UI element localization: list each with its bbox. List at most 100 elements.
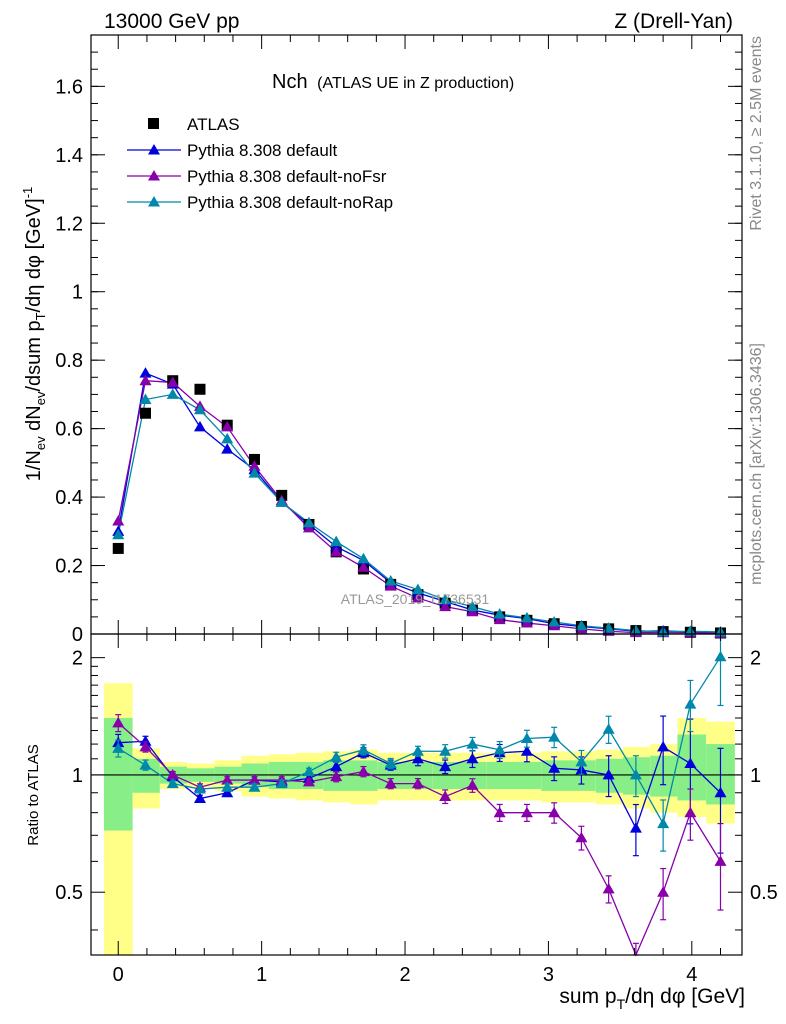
ratio-point-1	[302, 775, 315, 787]
data-point-mc-3	[384, 574, 397, 586]
main-y-tick-label: 0.4	[55, 487, 83, 509]
ratio-point-1	[657, 886, 670, 897]
data-point-atlas	[139, 407, 151, 419]
legend-label-2: Pythia 8.308 default-noFsr	[187, 167, 387, 186]
data-point-mc-3	[357, 552, 370, 564]
x-tick-label: 2	[399, 964, 410, 986]
ratio-y-tick-label-right: 0.5	[750, 882, 778, 904]
ratio-point-2	[439, 745, 452, 756]
ratio-point-0	[548, 762, 561, 773]
header-energy-label: 13000 GeV pp	[104, 10, 239, 33]
data-point-mc-3	[684, 625, 697, 636]
ratio-point-1	[221, 774, 234, 785]
data-point-mc-2	[166, 376, 179, 387]
data-point-mc-2	[357, 561, 370, 572]
data-point-mc-3	[302, 516, 315, 528]
ratio-point-1	[575, 831, 588, 843]
plot-title-main: Nch	[272, 71, 308, 93]
data-point-mc-3	[493, 608, 506, 619]
main-series-markers	[112, 367, 727, 639]
data-point-mc-1	[221, 443, 234, 454]
ratio-point-2	[548, 731, 561, 742]
data-point-atlas	[112, 542, 124, 554]
main-panel-axes: 0 0.2 0.4 0.6 0.8 1 1.2 1.4 1.6	[55, 34, 743, 646]
plot-subtitle: (ATLAS UE in Z production)	[317, 75, 514, 92]
data-point-mc-2	[112, 515, 125, 526]
data-point-mc-2	[439, 600, 452, 612]
x-tick-label: 3	[543, 964, 554, 986]
ratio-point-2	[714, 650, 727, 662]
data-point-atlas	[248, 453, 260, 465]
main-y-axis-label: 1/Nev dNev/dsum pT/dη dφ [GeV]-1	[20, 187, 48, 482]
ratio-y-tick-label: 1	[72, 765, 83, 787]
data-point-atlas	[194, 383, 206, 395]
data-point-mc-3	[629, 624, 642, 636]
main-y-tick-label: 0.2	[55, 556, 83, 578]
main-y-tick-label: 0	[72, 624, 83, 646]
legend-marker-2	[148, 170, 160, 181]
ratio-point-1	[714, 855, 727, 866]
data-point-mc-2	[493, 613, 506, 625]
legend-marker-atlas	[148, 118, 159, 129]
legend-marker-3	[148, 196, 160, 207]
band-green-bin	[650, 755, 678, 797]
main-y-tick-label: 1.6	[55, 76, 83, 98]
rivet-label: Rivet 3.1.10, ≥ 2.5M events	[748, 36, 765, 231]
ratio-point-0	[657, 740, 670, 752]
ratio-point-0	[684, 757, 697, 768]
data-point-mc-3	[411, 583, 424, 595]
ratio-point-2	[193, 783, 206, 794]
ratio-point-2	[602, 723, 615, 734]
ratio-point-2	[384, 757, 397, 768]
main-y-tick-label: 1.4	[55, 145, 83, 167]
ratio-y-axis-label: Ratio to ATLAS	[25, 744, 42, 845]
data-point-mc-3	[193, 403, 206, 415]
data-point-mc-3	[520, 611, 533, 623]
ratio-point-2	[221, 781, 234, 792]
main-y-tick-label: 1.2	[55, 213, 83, 235]
ratio-uncertainty-bands	[91, 683, 742, 955]
ratio-point-2	[411, 745, 424, 756]
ratio-panel-axes: 0.5 0.5 1 1 2 2 0 1 2 3 4	[55, 633, 778, 986]
ratio-point-0	[714, 786, 727, 798]
data-point-mc-1	[193, 420, 206, 432]
legend-label-0: ATLAS	[187, 115, 240, 134]
ratio-point-1	[411, 777, 424, 789]
data-point-mc-2	[248, 460, 261, 471]
ratio-point-1	[684, 806, 697, 818]
ratio-point-2	[575, 755, 588, 767]
ratio-point-2	[357, 743, 370, 755]
x-tick-label: 4	[686, 964, 697, 986]
ratio-point-0	[330, 760, 343, 772]
ratio-point-1	[139, 740, 152, 752]
ratio-frame	[90, 633, 743, 956]
ratio-point-1	[602, 882, 615, 894]
data-point-mc-3	[275, 496, 288, 507]
ratio-point-1	[248, 774, 261, 785]
ratio-y-tick-label-right: 1	[750, 765, 761, 787]
ratio-point-0	[520, 745, 533, 756]
ratio-point-0	[193, 792, 206, 803]
data-point-mc-3	[330, 535, 343, 547]
ratio-point-1	[330, 770, 343, 782]
ratio-point-2	[248, 781, 261, 792]
plot-title: Nch (ATLAS UE in Z production)	[272, 71, 514, 93]
mcplots-label: mcplots.cern.ch [arXiv:1306.3436]	[748, 343, 765, 585]
ratio-point-0	[411, 752, 424, 764]
main-y-tick-label: 0.8	[55, 350, 83, 372]
ratio-point-1	[112, 716, 125, 728]
data-point-mc-3	[112, 528, 125, 540]
ratio-point-0	[439, 760, 452, 772]
data-point-mc-3	[439, 593, 452, 605]
ratio-y-tick-label-right: 2	[750, 648, 761, 670]
main-y-tick-label: 1	[72, 282, 83, 304]
watermark-analysis: ATLAS_2019_I1736531	[341, 591, 490, 607]
ratio-point-1	[466, 779, 479, 790]
ratio-y-tick-label: 0.5	[55, 882, 83, 904]
ratio-point-2	[520, 732, 533, 744]
x-tick-label: 1	[256, 964, 267, 986]
ratio-point-2	[466, 738, 479, 749]
ratio-point-2	[657, 817, 670, 829]
data-point-mc-3	[221, 432, 234, 444]
